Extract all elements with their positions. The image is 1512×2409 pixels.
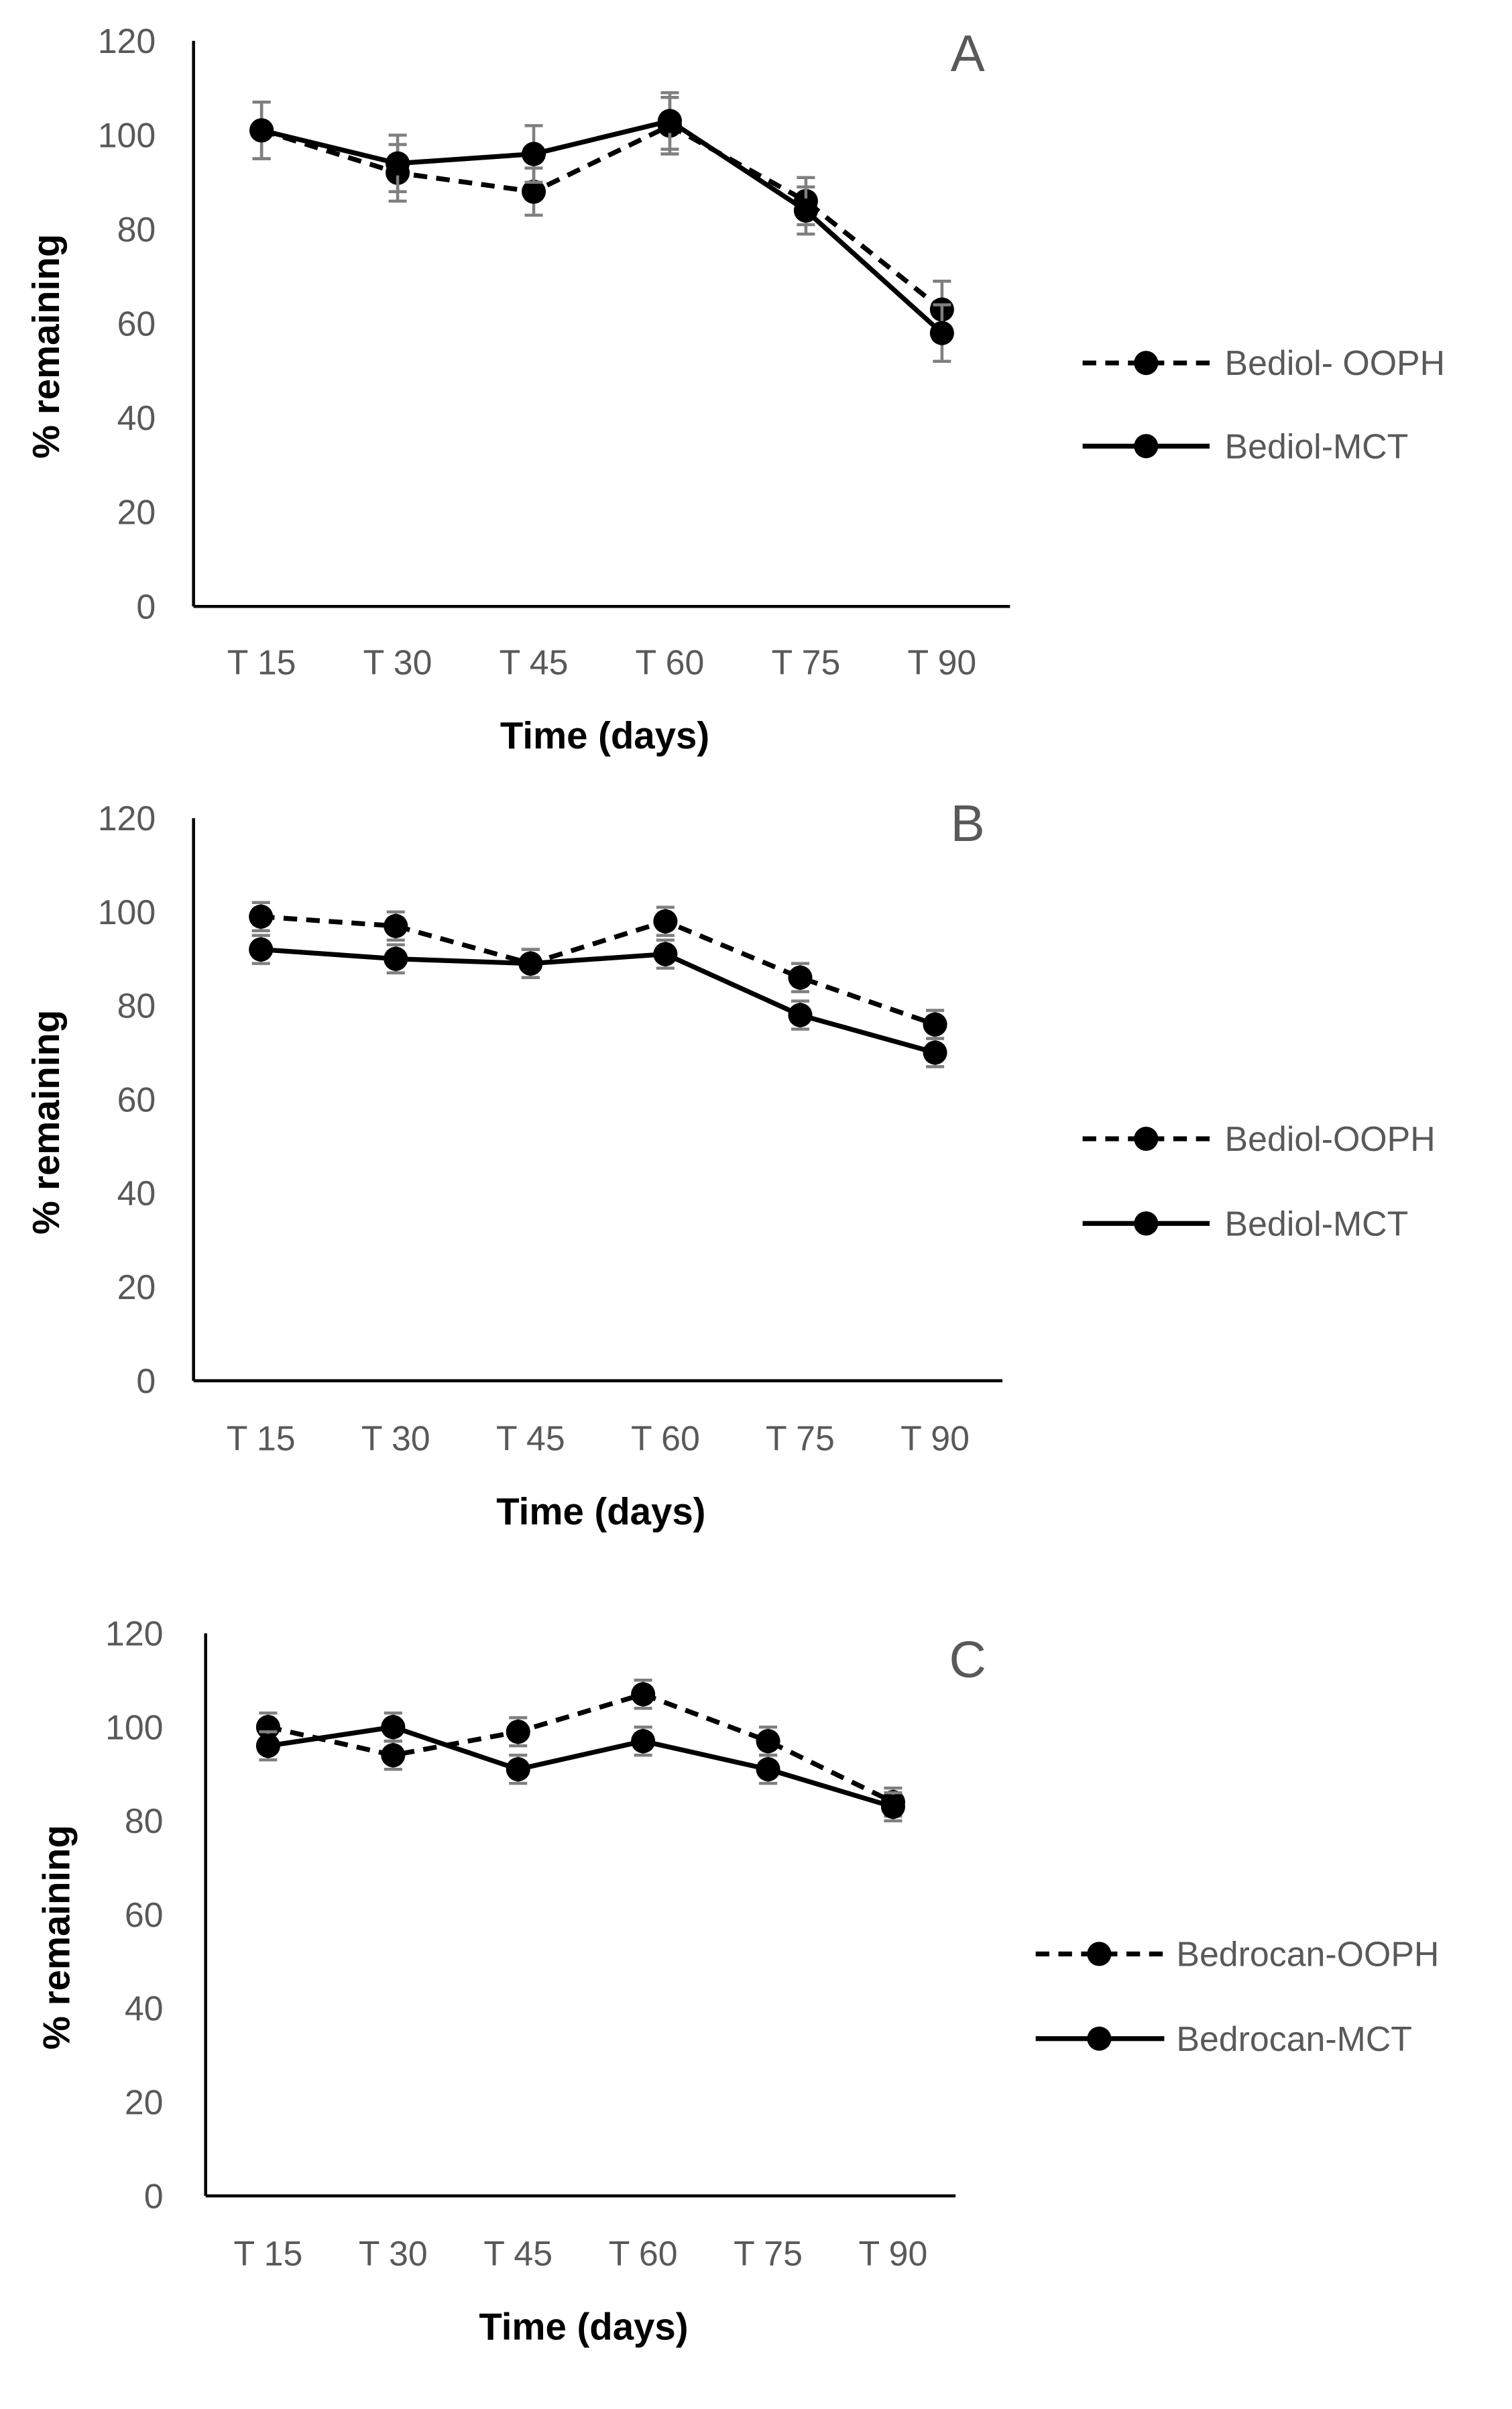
x-tick-label: T 75 [771, 643, 840, 682]
y-tick-label: 60 [117, 1080, 156, 1119]
legend-label: Bedrocan-MCT [1176, 2019, 1412, 2058]
data-point [249, 937, 274, 962]
y-tick-label: 0 [144, 2176, 164, 2215]
legend-label: Bedrocan-OOPH [1176, 1935, 1439, 1974]
x-tick-label: T 60 [636, 643, 705, 682]
y-tick-label: 120 [105, 1614, 164, 1652]
legend-marker [1134, 1126, 1159, 1152]
data-point [249, 904, 274, 929]
legend-label: Bediol-MCT [1225, 1204, 1409, 1243]
data-point [653, 909, 678, 934]
y-axis-title: % remaining [36, 1825, 78, 2050]
panel-letter: A [951, 25, 985, 82]
x-tick-label: T 15 [227, 1419, 296, 1458]
x-axis-title: Time (days) [496, 1490, 705, 1532]
data-point [923, 1040, 947, 1065]
x-tick-label: T 30 [359, 2234, 428, 2273]
series-line-solid [261, 118, 944, 335]
y-tick-label: 120 [98, 21, 156, 60]
y-tick-label: 120 [98, 799, 156, 838]
data-point [518, 951, 543, 976]
data-point [249, 118, 274, 143]
x-axis-title: Time (days) [479, 2305, 688, 2347]
legend-marker [1087, 1942, 1112, 1966]
x-tick-label: T 15 [227, 643, 296, 682]
y-tick-label: 40 [117, 398, 156, 437]
x-tick-label: T 90 [907, 643, 976, 682]
series-line-dashed [261, 123, 944, 312]
data-point [386, 151, 410, 176]
data-point [657, 109, 683, 133]
x-tick-label: T 45 [500, 643, 569, 682]
legend-marker [1134, 1211, 1159, 1236]
legend-label: Bediol-MCT [1225, 427, 1409, 465]
y-tick-label: 100 [98, 893, 156, 932]
x-tick-label: T 75 [734, 2234, 803, 2273]
chart-panel-b: 0 20 40 60 80 100 120 T 15 T 30 T 45 T 60 T 75 T 90 T… [25, 795, 1436, 1532]
x-tick-label: T 60 [609, 2234, 678, 2273]
data-point [788, 1003, 813, 1027]
legend-marker [1134, 434, 1159, 459]
data-point [521, 142, 546, 166]
y-tick-label: 60 [117, 304, 156, 343]
legend-marker [1087, 2026, 1112, 2051]
x-tick-label: T 90 [859, 2234, 928, 2273]
legend-marker [1134, 351, 1159, 376]
data-point [631, 1729, 656, 1754]
y-tick-label: 40 [117, 1174, 156, 1213]
data-point [506, 1720, 530, 1744]
data-point [255, 1734, 280, 1758]
x-tick-label: T 30 [361, 1419, 430, 1458]
y-tick-label: 80 [117, 987, 156, 1025]
series-line-solid [268, 1724, 894, 1809]
x-tick-label: T 30 [363, 643, 432, 682]
panel-letter: B [951, 795, 985, 852]
data-point [793, 198, 818, 223]
y-axis-title: % remaining [25, 1010, 67, 1235]
y-tick-label: 80 [117, 210, 156, 249]
series-line-dashed [260, 914, 936, 1027]
y-tick-label: 40 [125, 1989, 164, 2028]
data-point [929, 321, 954, 345]
y-tick-label: 80 [125, 1801, 164, 1840]
x-tick-label: T 90 [900, 1419, 970, 1458]
data-point [384, 946, 408, 971]
data-point [631, 1682, 656, 1707]
y-axis-title: % remaining [25, 234, 67, 459]
x-tick-label: T 15 [233, 2234, 302, 2273]
y-tick-label: 100 [98, 115, 156, 154]
x-axis-title: Time (days) [500, 714, 709, 757]
y-tick-label: 0 [136, 1361, 156, 1400]
x-tick-label: T 60 [631, 1419, 700, 1458]
data-point [521, 179, 546, 204]
chart-panel-a: 0 20 40 60 80 100 120 T 15 T 30 T 45 T 60 T 75 T 90 T… [25, 21, 1445, 757]
y-tick-label: 20 [117, 1268, 156, 1306]
chart-panel-c: 0 20 40 60 80 100 120 T 15 T 30 T 45 T 60 T 75 T 90 T… [36, 1614, 1440, 2347]
x-tick-label: T 45 [483, 2234, 553, 2273]
data-point [381, 1715, 406, 1740]
series-line-dashed [268, 1691, 894, 1805]
data-point [788, 965, 813, 990]
y-tick-label: 100 [105, 1707, 164, 1746]
data-point [384, 913, 408, 938]
data-point [381, 1743, 406, 1768]
panel-letter: C [949, 1632, 986, 1689]
data-point [880, 1795, 905, 1819]
data-point [923, 1012, 947, 1037]
data-point [756, 1757, 780, 1782]
data-point [653, 942, 678, 966]
y-tick-label: 0 [136, 587, 156, 626]
legend-label: Bediol- OOPH [1225, 343, 1446, 382]
y-tick-label: 60 [125, 1895, 164, 1934]
data-point [506, 1757, 530, 1782]
legend-label: Bediol-OOPH [1225, 1119, 1436, 1158]
y-tick-label: 20 [125, 2082, 164, 2121]
y-tick-label: 20 [117, 493, 156, 532]
x-tick-label: T 45 [496, 1419, 565, 1458]
x-tick-label: T 75 [766, 1419, 835, 1458]
data-point [756, 1729, 780, 1754]
series-line-solid [260, 947, 936, 1055]
